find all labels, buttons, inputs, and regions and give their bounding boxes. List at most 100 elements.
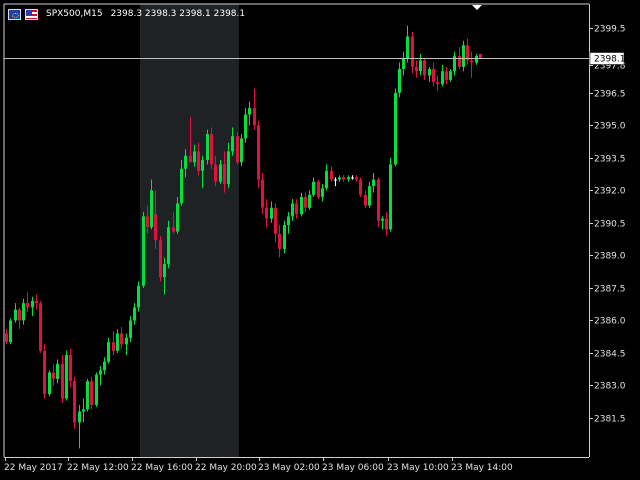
- time-tick-label: 23 May 10:00: [387, 463, 449, 473]
- candle-body: [253, 108, 256, 126]
- candle-body: [359, 179, 362, 195]
- candle-body: [219, 164, 222, 182]
- time-tick-label: 23 May 02:00: [258, 463, 320, 473]
- candle-body: [248, 108, 251, 115]
- candle-body: [137, 285, 140, 308]
- candle-body: [18, 309, 21, 321]
- candle-body: [125, 337, 128, 345]
- symbol-label: SPX500,M15: [46, 9, 103, 19]
- candle-body: [61, 363, 64, 399]
- candle-body: [261, 179, 264, 208]
- candle-body: [206, 134, 209, 161]
- candle-body: [265, 207, 268, 219]
- candle-body: [26, 303, 29, 308]
- candle-body: [283, 225, 286, 249]
- time-tick-label: 23 May 06:00: [322, 463, 384, 473]
- candle-body: [90, 381, 93, 405]
- candle-body: [317, 181, 320, 197]
- candle-body: [236, 136, 239, 163]
- price-tick-label: 2396.5: [594, 90, 626, 100]
- candle-body: [227, 151, 230, 184]
- candle-body: [197, 151, 200, 171]
- candle-body: [231, 136, 234, 152]
- chart-header: SPX500,M15 2398.3 2398.3 2398.1 2398.1: [8, 6, 245, 22]
- candle-body: [210, 134, 213, 165]
- price-tick-label: 2392.0: [594, 187, 626, 197]
- time-tick-label: 22 May 12:00: [67, 463, 129, 473]
- candle-body: [445, 71, 448, 80]
- current-price-marker: [589, 52, 625, 65]
- candle-body: [163, 264, 166, 278]
- time-tick-label: 23 May 14:00: [451, 463, 513, 473]
- candle-body: [466, 45, 469, 61]
- candle-body: [436, 82, 439, 85]
- candle-body: [428, 69, 431, 76]
- candle-body: [377, 179, 380, 221]
- candle-body: [82, 409, 85, 412]
- candle-body: [184, 155, 187, 169]
- candle-body: [193, 151, 196, 163]
- candle-body: [180, 168, 183, 204]
- candle-body: [334, 179, 337, 181]
- candle-body: [287, 216, 290, 226]
- candle-body: [402, 58, 405, 70]
- time-tick-label: 22 May 2017: [4, 463, 63, 473]
- candle-body: [423, 60, 426, 76]
- candle-body: [99, 370, 102, 375]
- candle-body: [458, 56, 461, 67]
- candle-body: [479, 53, 482, 59]
- candle-body: [470, 60, 473, 63]
- candle-body: [394, 92, 397, 165]
- candle-body: [325, 170, 328, 189]
- candle-body: [159, 240, 162, 278]
- candle-body: [120, 333, 123, 345]
- price-tick-label: 2389.0: [594, 252, 626, 262]
- candle-body: [167, 227, 170, 265]
- candle-body: [278, 233, 281, 249]
- candle-body: [355, 177, 358, 180]
- price-tick-label: 2395.0: [594, 122, 626, 132]
- candle-body: [453, 56, 456, 72]
- price-tick-label: 2386.0: [594, 317, 626, 327]
- time-tick-label: 22 May 20:00: [195, 463, 257, 473]
- candle-body: [107, 342, 110, 362]
- candle-body: [240, 138, 243, 163]
- candle-body: [31, 300, 34, 308]
- candle-body: [39, 303, 42, 351]
- candle-body: [154, 214, 157, 241]
- price-tick-label: 2393.5: [594, 155, 626, 165]
- candle-body: [52, 372, 55, 379]
- candle-body: [304, 196, 307, 208]
- candle-body: [398, 69, 401, 93]
- candle-body: [73, 381, 76, 423]
- candle-body: [364, 194, 367, 206]
- candle-body: [291, 203, 294, 217]
- candle-body: [43, 350, 46, 395]
- candle-body: [295, 203, 298, 215]
- eu-flag-icon: [8, 8, 21, 20]
- candle-body: [201, 160, 204, 171]
- candle-body: [189, 155, 192, 163]
- price-tick-label: 2381.5: [594, 415, 626, 425]
- candle-body: [389, 164, 392, 230]
- candle-body: [56, 363, 59, 379]
- candle-body: [129, 320, 132, 338]
- candle-body: [86, 381, 89, 410]
- candle-body: [78, 411, 81, 423]
- candle-body: [415, 66, 418, 72]
- ohlc-values: 2398.3 2398.3 2398.1 2398.1: [110, 9, 246, 19]
- candle-body: [432, 69, 435, 83]
- candle-body: [338, 177, 341, 180]
- price-tick-label: 2383.0: [594, 382, 626, 392]
- candle-body: [274, 207, 277, 234]
- candle-body: [22, 303, 25, 321]
- candle-body: [441, 71, 444, 85]
- candle-body: [308, 194, 311, 208]
- candle-body: [381, 218, 384, 221]
- candle-body: [312, 181, 315, 195]
- current-price-label: 2398.1: [594, 55, 626, 65]
- candle-body: [406, 36, 409, 59]
- candle-body: [223, 164, 226, 184]
